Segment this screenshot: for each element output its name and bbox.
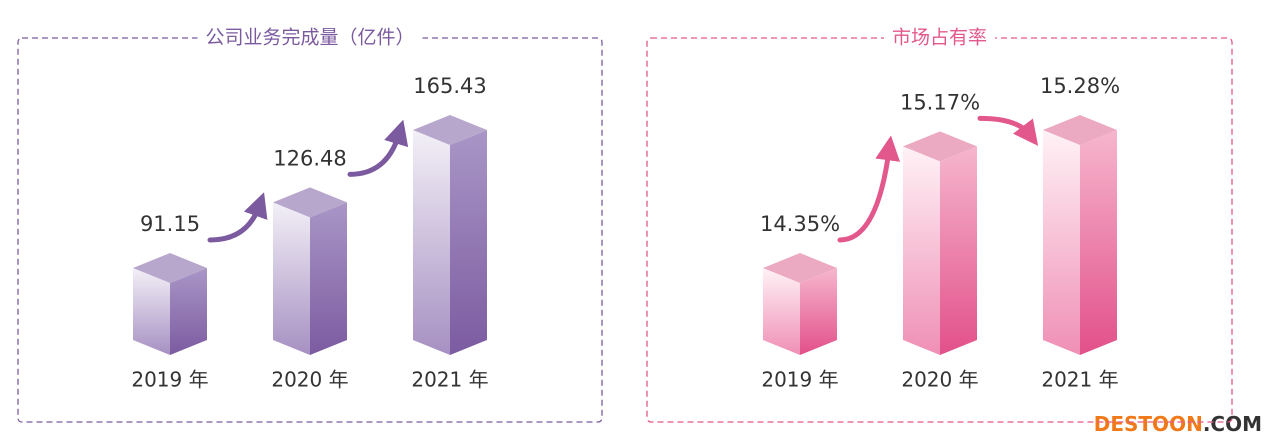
chart-title: 市场占有率 xyxy=(892,27,987,49)
value-label: 126.48 xyxy=(273,146,346,170)
bar-front xyxy=(903,146,940,355)
trend-arrow xyxy=(207,192,268,243)
bar-side xyxy=(310,202,347,355)
x-tick-label: 2020 年 xyxy=(271,368,348,392)
title-background xyxy=(883,24,996,52)
value-label: 15.17% xyxy=(900,90,980,114)
bar xyxy=(133,253,207,355)
bar xyxy=(273,187,347,355)
bar-front xyxy=(413,130,450,355)
watermark-suffix: .COM xyxy=(1203,412,1262,436)
bar xyxy=(1043,115,1117,355)
x-tick-label: 2020 年 xyxy=(901,368,978,392)
x-tick-label: 2021 年 xyxy=(1041,368,1118,392)
trend-arrow xyxy=(347,119,409,177)
x-tick-label: 2021 年 xyxy=(411,368,488,392)
bar-side xyxy=(800,268,837,355)
bar-top xyxy=(413,115,487,145)
chart-title: 公司业务完成量（亿件） xyxy=(205,27,414,49)
bar-front xyxy=(1043,130,1080,355)
panel-border xyxy=(646,37,1233,423)
value-label: 14.35% xyxy=(760,212,840,236)
watermark: DESTOON.COM xyxy=(1094,412,1262,436)
bar-side xyxy=(170,268,207,355)
trend-arrow xyxy=(977,115,1039,146)
bar-side xyxy=(940,146,977,355)
bar xyxy=(763,253,837,355)
bar-side xyxy=(450,130,487,355)
title-background xyxy=(197,24,423,52)
x-tick-label: 2019 年 xyxy=(131,368,208,392)
value-label: 165.43 xyxy=(413,74,486,98)
bar-side xyxy=(1080,130,1117,355)
panel-border xyxy=(17,37,603,423)
bar-top xyxy=(273,187,347,218)
watermark-brand: DESTOON xyxy=(1094,412,1203,436)
bar-top xyxy=(763,253,837,283)
bar xyxy=(413,115,487,355)
bar-front xyxy=(133,268,170,355)
bar-front xyxy=(273,202,310,355)
bar xyxy=(903,131,977,355)
value-label: 91.15 xyxy=(140,212,200,236)
value-label: 15.28% xyxy=(1040,74,1120,98)
bar-front xyxy=(763,268,800,355)
x-tick-label: 2019 年 xyxy=(761,368,838,392)
bar-top xyxy=(1043,115,1117,145)
bar-top xyxy=(133,253,207,283)
trend-arrow xyxy=(837,135,901,243)
bar-top xyxy=(903,131,977,162)
